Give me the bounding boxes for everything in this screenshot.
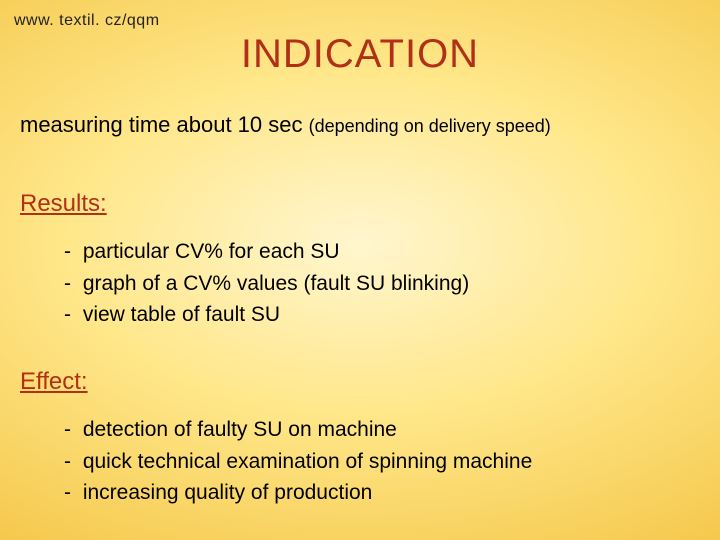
- page-title: INDICATION: [0, 32, 720, 77]
- list-item: particular CV% for each SU: [64, 236, 469, 268]
- slide: www. textil. cz/qqm INDICATION measuring…: [0, 0, 720, 540]
- effect-list: detection of faulty SU on machine quick …: [64, 414, 532, 509]
- list-item: view table of fault SU: [64, 299, 469, 331]
- subtitle-main: measuring time about 10 sec: [20, 112, 309, 137]
- list-item: quick technical examination of spinning …: [64, 446, 532, 478]
- list-item: graph of a CV% values (fault SU blinking…: [64, 268, 469, 300]
- section-heading-results: Results:: [20, 190, 107, 218]
- results-list: particular CV% for each SU graph of a CV…: [64, 236, 469, 331]
- section-heading-effect: Effect:: [20, 368, 88, 396]
- subtitle: measuring time about 10 sec (depending o…: [20, 112, 551, 138]
- source-url: www. textil. cz/qqm: [14, 12, 160, 30]
- subtitle-note: (depending on delivery speed): [309, 116, 551, 136]
- list-item: detection of faulty SU on machine: [64, 414, 532, 446]
- list-item: increasing quality of production: [64, 477, 532, 509]
